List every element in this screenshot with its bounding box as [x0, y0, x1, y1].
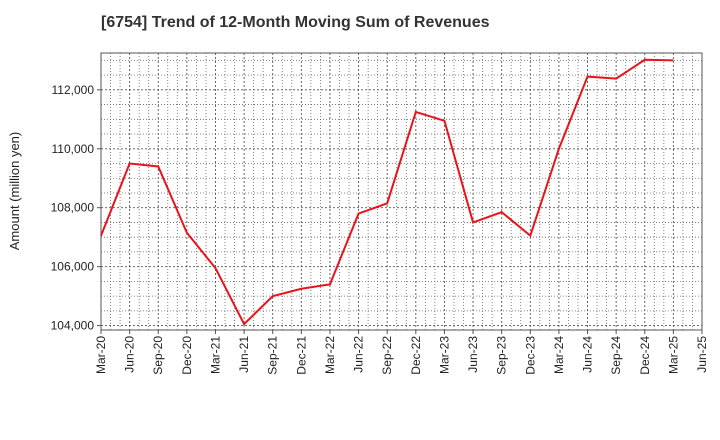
x-tick-label: Dec-20 — [180, 336, 194, 375]
y-tick-label: 108,000 — [51, 201, 95, 215]
y-axis-label: Amount (million yen) — [7, 132, 22, 251]
x-tick-label: Mar-22 — [323, 336, 337, 374]
y-axis-ticks: 104,000 106,000 108,000 110,000 112,000 — [51, 83, 101, 333]
y-tick-label: 106,000 — [51, 260, 95, 274]
chart-title: [6754] Trend of 12-Month Moving Sum of R… — [101, 14, 490, 31]
y-tick-label: 112,000 — [52, 83, 95, 97]
x-tick-label: Jun-20 — [123, 336, 137, 373]
x-tick-label: Jun-24 — [581, 336, 595, 373]
x-tick-label: Jun-23 — [466, 336, 480, 373]
x-tick-label: Sep-21 — [266, 336, 280, 375]
y-tick-label: 104,000 — [51, 319, 95, 333]
y-tick-label: 110,000 — [52, 142, 95, 156]
x-tick-label: Mar-23 — [437, 336, 451, 374]
x-tick-label: Jun-22 — [352, 336, 366, 373]
major-gridlines — [101, 53, 702, 330]
plot-border — [100, 52, 703, 331]
x-tick-label: Sep-20 — [151, 336, 165, 375]
x-tick-label: Sep-24 — [609, 336, 623, 375]
x-tick-label: Dec-21 — [294, 336, 308, 375]
x-tick-label: Sep-22 — [380, 336, 394, 375]
x-tick-label: Mar-21 — [208, 336, 222, 374]
x-tick-label: Dec-23 — [523, 336, 537, 375]
plot-area — [101, 53, 702, 330]
x-tick-label: Jun-25 — [695, 336, 709, 373]
x-tick-label: Mar-25 — [666, 336, 680, 374]
revenue-series-line — [100, 58, 674, 326]
x-tick-label: Dec-24 — [638, 336, 652, 375]
x-tick-label: Mar-24 — [552, 336, 566, 374]
x-axis-ticks: Mar-20 Jun-20 Sep-20 Dec-20 Mar-21 Jun-21 Sep-… — [94, 330, 709, 375]
x-tick-label: Jun-21 — [237, 336, 251, 373]
x-tick-label: Dec-22 — [409, 336, 423, 375]
x-tick-label: Sep-23 — [495, 336, 509, 375]
x-tick-label: Mar-20 — [94, 336, 108, 374]
